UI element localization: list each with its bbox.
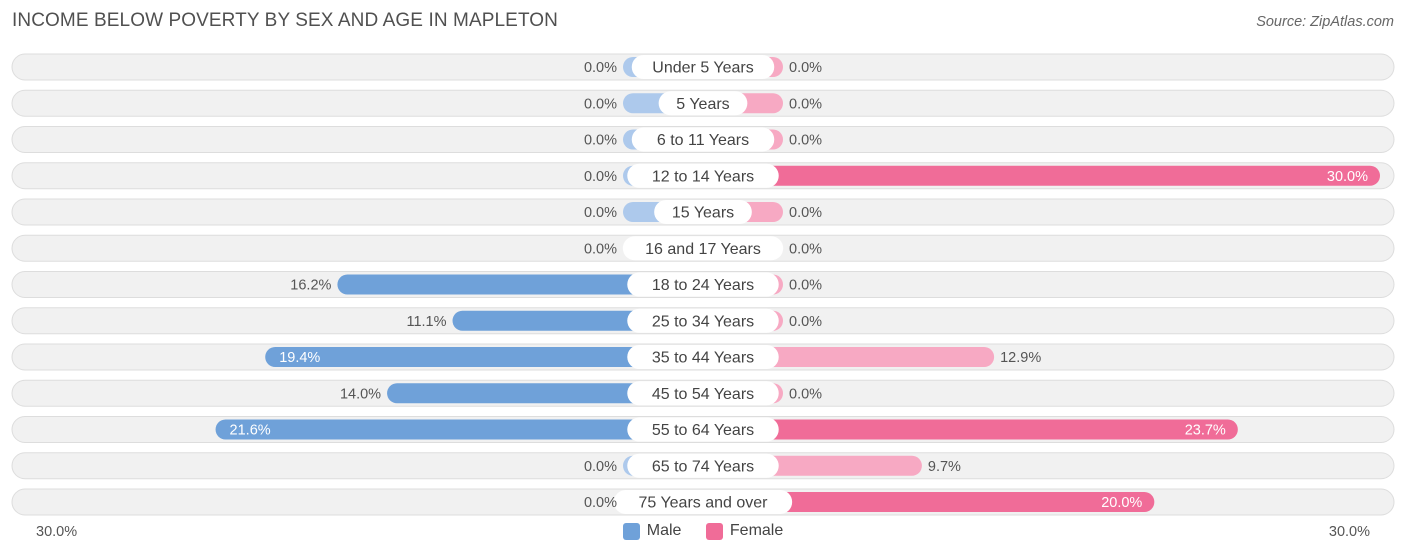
category-label: 55 to 64 Years [652, 422, 754, 439]
female-value-label: 0.0% [789, 60, 822, 76]
category-pill [627, 417, 779, 442]
female-value-label: 12.9% [1000, 350, 1041, 366]
category-pill [654, 200, 752, 224]
category-pill [631, 127, 775, 152]
category-pill [627, 345, 779, 369]
male-value-label: 0.0% [584, 459, 617, 475]
category-pill [627, 453, 779, 478]
male-value-label: 14.0% [340, 386, 381, 402]
category-label: 5 Years [676, 96, 729, 113]
female-value-label: 0.0% [789, 96, 822, 112]
bar-male [387, 383, 703, 404]
axis-left-label: 30.0% [36, 524, 78, 540]
female-value-label: 30.0% [1327, 169, 1368, 185]
bar-female [703, 419, 1238, 440]
male-value-label: 11.1% [406, 314, 446, 330]
category-label: 18 to 24 Years [652, 277, 754, 294]
female-value-label: 0.0% [789, 241, 822, 257]
category-label: 12 to 14 Years [652, 168, 754, 185]
male-value-label: 0.0% [584, 495, 617, 511]
female-value-label: 0.0% [789, 278, 822, 294]
category-label: 75 Years and over [639, 495, 769, 512]
female-value-label: 23.7% [1185, 423, 1226, 439]
category-pill [631, 55, 775, 79]
legend-item-male: Male [622, 522, 682, 540]
male-value-label: 19.4% [279, 350, 320, 366]
male-value-label: 0.0% [584, 96, 617, 112]
category-label: 16 and 17 Years [645, 241, 761, 258]
female-value-label: 0.0% [789, 205, 822, 221]
category-pill [627, 381, 779, 406]
source-credit: Source: ZipAtlas.com [1256, 14, 1394, 30]
category-label: 15 Years [672, 205, 734, 222]
male-value-label: 16.2% [290, 278, 331, 294]
category-label: 45 to 54 Years [652, 386, 754, 403]
male-value-label: 0.0% [584, 241, 617, 257]
category-label: 35 to 44 Years [652, 350, 754, 367]
chart-title: INCOME BELOW POVERTY BY SEX AND AGE IN M… [12, 10, 559, 31]
category-pill [627, 163, 779, 188]
male-value-label: 0.0% [584, 205, 617, 221]
female-value-label: 9.7% [928, 459, 961, 475]
bar-male [337, 274, 703, 295]
male-value-label: 21.6% [230, 423, 271, 439]
category-label: 6 to 11 Years [657, 132, 749, 149]
bar-male [215, 419, 703, 440]
legend-label-female: Female [729, 522, 784, 539]
category-pill [613, 490, 793, 514]
male-swatch-icon [622, 522, 640, 540]
bar-female [703, 165, 1380, 186]
female-value-label: 20.0% [1101, 495, 1142, 511]
category-pill [658, 91, 748, 116]
male-value-label: 0.0% [584, 169, 617, 185]
bar-male [265, 347, 703, 367]
male-value-label: 0.0% [584, 133, 617, 149]
female-value-label: 0.0% [789, 386, 822, 402]
category-pill [627, 272, 779, 297]
female-value-label: 0.0% [789, 133, 822, 149]
legend-label-male: Male [646, 522, 682, 539]
legend-item-female: Female [705, 522, 784, 540]
male-value-label: 0.0% [584, 60, 617, 76]
bar-chart: Under 5 Years 0.0% 0.0% 5 Years 0.0% 0.0% 6 to… [11, 53, 1395, 516]
category-label: Under 5 Years [652, 60, 753, 77]
category-pill [622, 236, 784, 261]
legend: Male Female [0, 522, 1406, 545]
category-pill [627, 308, 779, 333]
category-label: 65 to 74 Years [652, 458, 754, 475]
female-value-label: 0.0% [789, 314, 822, 330]
female-swatch-icon [705, 522, 723, 540]
bar-female [703, 492, 1155, 512]
axis-right-label: 30.0% [1328, 524, 1370, 540]
category-label: 25 to 34 Years [652, 313, 754, 330]
